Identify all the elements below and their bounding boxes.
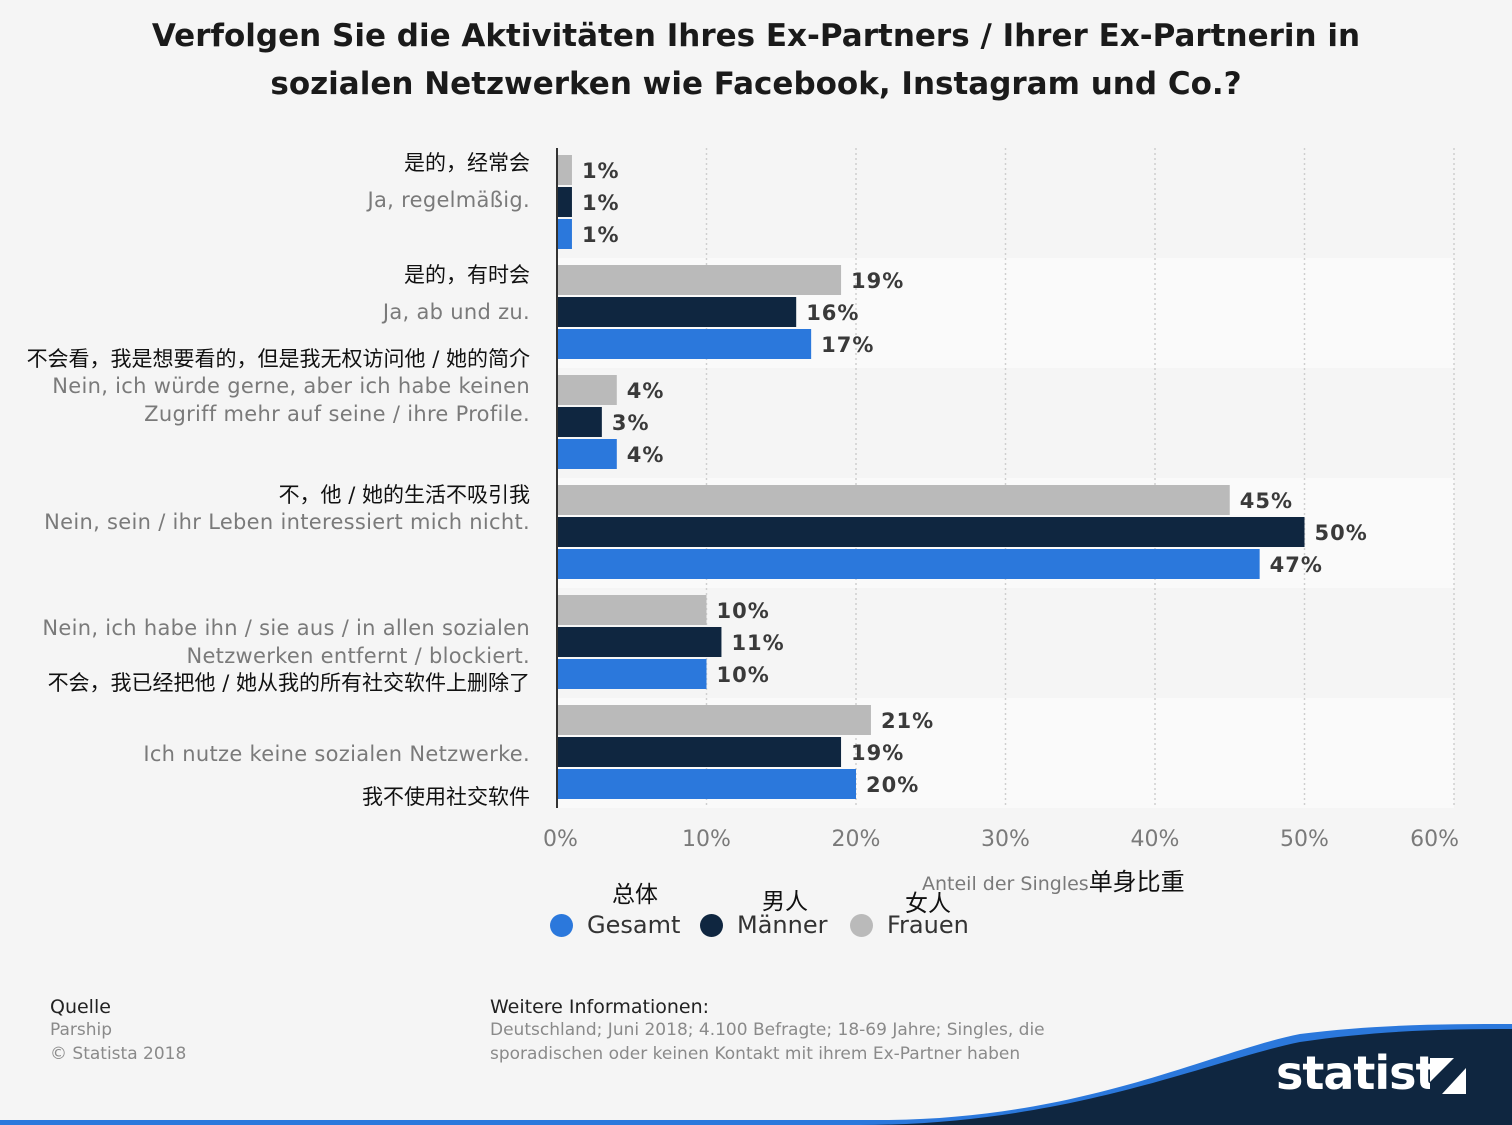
bar-value-label: 11% — [731, 631, 784, 655]
legend-label-cn: 女人 — [905, 891, 951, 917]
bar-value-label: 3% — [612, 411, 650, 435]
info-line-2: sporadischen oder keinen Kontakt mit ihr… — [490, 1044, 1021, 1064]
category-label-de: Ich nutze keine sozialen Netzwerke. — [143, 742, 530, 766]
bar-mnner-3 — [557, 517, 1305, 547]
bar-frauen-3 — [557, 485, 1230, 515]
category-label-cn: 不，他 / 她的生活不吸引我 — [278, 483, 530, 507]
category-label-4: Nein, ich habe ihn / sie aus / in allen … — [5, 614, 530, 696]
info-heading: Weitere Informationen: — [490, 996, 710, 1018]
bar-value-label: 17% — [821, 333, 874, 357]
x-axis-title-cn: 单身比重 — [1088, 868, 1185, 896]
bar-gesamt-0 — [557, 219, 572, 249]
legend-label-de: Gesamt — [587, 911, 681, 939]
bar-value-label: 4% — [627, 379, 665, 403]
category-label-de: Nein, ich habe ihn / sie aus / in allen … — [42, 616, 530, 668]
x-tick-label: 40% — [1131, 827, 1180, 852]
bar-value-label: 50% — [1315, 521, 1368, 545]
bar-frauen-4 — [557, 595, 707, 625]
source-name[interactable]: Parship — [50, 1020, 113, 1040]
category-label-cn: 是的，有时会 — [404, 263, 530, 287]
source-block: Quelle Parship © Statista 2018 — [50, 996, 186, 1066]
bar-gesamt-5 — [557, 769, 856, 799]
bar-mnner-2 — [557, 407, 602, 437]
category-label-de: Nein, sein / ihr Leben interessiert mich… — [44, 510, 530, 534]
bar-value-label: 47% — [1270, 553, 1323, 577]
legend-item-maenner[interactable]: 男人 Männer — [700, 882, 827, 939]
category-label-0: 是的，经常会 Ja, regelmäßig. — [5, 150, 530, 214]
bar-frauen-2 — [557, 375, 617, 405]
bar-frauen-5 — [557, 705, 871, 735]
legend-swatch — [550, 913, 573, 937]
category-label-cn: 不会看，我是想要看的，但是我无权访问他 / 她的简介 — [26, 347, 530, 371]
x-tick-label: 60% — [1410, 827, 1459, 852]
category-label-cn: 不会，我已经把他 / 她从我的所有社交软件上删除了 — [47, 671, 530, 695]
bar-value-label: 1% — [582, 159, 620, 183]
legend-label-de: Männer — [737, 911, 828, 939]
statista-logo-icon — [1430, 1058, 1466, 1094]
chart-title: Verfolgen Sie die Aktivitäten Ihres Ex-P… — [0, 12, 1512, 108]
info-block: Weitere Informationen: Deutschland; Juni… — [490, 996, 1130, 1066]
x-axis-title-de: Anteil der Singles — [922, 873, 1089, 895]
x-tick-label: 50% — [1280, 827, 1329, 852]
bar-frauen-1 — [557, 265, 842, 295]
legend-swatch — [700, 913, 723, 937]
brand-wave — [0, 1024, 1512, 1125]
category-label-2: 不会看，我是想要看的，但是我无权访问他 / 她的简介 Nein, ich wür… — [5, 346, 530, 428]
category-label-cn: 是的，经常会 — [404, 151, 530, 175]
category-label-3: 不，他 / 她的生活不吸引我 Nein, sein / ihr Leben in… — [5, 482, 530, 536]
bar-mnner-4 — [557, 627, 722, 657]
category-label-cn: 我不使用社交软件 — [362, 785, 530, 809]
chart-title-line2: sozialen Netzwerken wie Facebook, Instag… — [270, 66, 1242, 102]
chart-title-line1: Verfolgen Sie die Aktivitäten Ihres Ex-P… — [151, 18, 1361, 54]
bar-mnner-5 — [557, 737, 842, 767]
legend-item-gesamt[interactable]: 总体 Gesamt — [550, 875, 680, 939]
x-tick-label: 0% — [543, 827, 578, 852]
info-line-1: Deutschland; Juni 2018; 4.100 Befragte; … — [490, 1020, 1045, 1040]
bar-value-label: 16% — [806, 301, 859, 325]
category-label-5: Ich nutze keine sozialen Netzwerke. 我不使用… — [5, 740, 530, 810]
copyright: © Statista 2018 — [50, 1044, 187, 1064]
source-heading: Quelle — [50, 996, 111, 1018]
x-tick-label: 20% — [832, 827, 881, 852]
bar-value-label: 19% — [851, 269, 904, 293]
brand-wave-dark — [0, 1029, 1512, 1125]
bar-gesamt-3 — [557, 549, 1260, 579]
bar-value-label: 4% — [627, 443, 665, 467]
category-label-de: Nein, ich würde gerne, aber ich habe kei… — [52, 374, 530, 426]
bar-gesamt-2 — [557, 439, 617, 469]
category-label-de: Ja, ab und zu. — [382, 300, 530, 324]
legend-label-cn: 总体 — [612, 882, 658, 908]
legend-item-frauen[interactable]: 女人 Frauen — [850, 884, 969, 939]
bar-value-label: 1% — [582, 191, 620, 215]
legend-label-de: Frauen — [887, 911, 969, 939]
x-axis-title: Anteil der Singles单身比重 — [922, 862, 1185, 897]
bar-value-label: 1% — [582, 223, 620, 247]
bar-value-label: 21% — [881, 709, 934, 733]
x-tick-label: 10% — [682, 827, 731, 852]
bar-frauen-0 — [557, 155, 572, 185]
x-tick-label: 30% — [981, 827, 1030, 852]
bar-mnner-0 — [557, 187, 572, 217]
bar-value-label: 45% — [1240, 489, 1293, 513]
legend-swatch — [850, 913, 873, 937]
bar-gesamt-1 — [557, 329, 812, 359]
bar-mnner-1 — [557, 297, 797, 327]
bar-value-label: 10% — [717, 599, 770, 623]
bar-value-label: 20% — [866, 773, 919, 797]
bar-gesamt-4 — [557, 659, 707, 689]
legend-label-cn: 男人 — [762, 889, 808, 915]
bar-value-label: 19% — [851, 741, 904, 765]
category-label-1: 是的，有时会 Ja, ab und zu. — [5, 262, 530, 326]
category-label-de: Ja, regelmäßig. — [367, 188, 530, 212]
bar-value-label: 10% — [717, 663, 770, 687]
